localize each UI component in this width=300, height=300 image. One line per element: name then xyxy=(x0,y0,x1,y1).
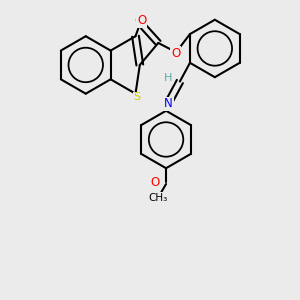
Text: Cl: Cl xyxy=(134,16,145,26)
Text: O: O xyxy=(151,176,160,189)
Text: O: O xyxy=(137,14,146,27)
Text: S: S xyxy=(134,92,141,103)
Text: O: O xyxy=(171,46,180,59)
Text: CH₃: CH₃ xyxy=(149,193,168,202)
Text: H: H xyxy=(164,73,173,83)
Text: N: N xyxy=(164,98,173,110)
